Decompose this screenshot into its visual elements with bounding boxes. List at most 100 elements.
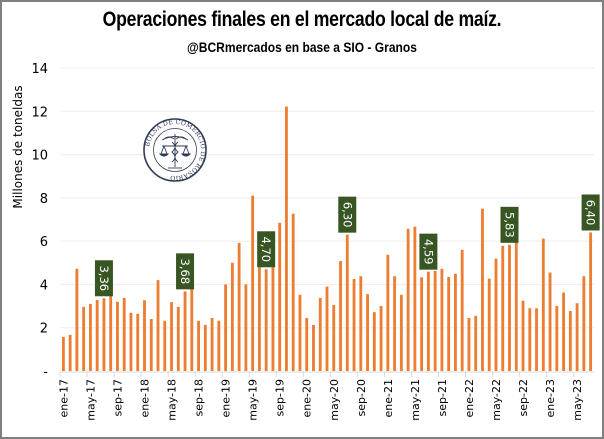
x-tick-label: may-21	[409, 379, 422, 421]
bar	[170, 302, 173, 371]
bar	[460, 249, 464, 371]
y-tick-label: 2	[40, 322, 48, 337]
x-tick-label: ene-18	[138, 379, 151, 417]
data-label-box	[94, 260, 113, 297]
data-label: 4,59	[419, 233, 438, 270]
bar	[420, 277, 424, 371]
data-label-text: 6,30	[340, 202, 354, 228]
x-tick-label: sep-21	[436, 379, 449, 416]
data-label-text: 4,70	[259, 236, 273, 262]
x-tick-label: ene-23	[544, 379, 557, 417]
data-label: 3,68	[176, 253, 195, 290]
bar	[129, 312, 133, 371]
bar	[325, 286, 329, 371]
bar	[467, 317, 471, 371]
x-tick-label: sep-18	[193, 379, 206, 416]
bar	[555, 306, 559, 371]
bar	[393, 276, 397, 371]
x-tick-label: may-18	[166, 379, 179, 421]
y-tick-label: 6	[40, 235, 48, 250]
bar	[521, 300, 525, 371]
bar	[339, 261, 342, 371]
bar	[575, 303, 579, 371]
bar	[116, 301, 119, 371]
data-label-text: 4,59	[421, 239, 435, 265]
data-label-box	[257, 231, 276, 268]
bar	[203, 324, 207, 371]
bar	[136, 313, 140, 371]
bar	[298, 294, 302, 371]
bar	[82, 306, 86, 371]
bar	[61, 337, 65, 371]
x-tick-label: may-17	[84, 379, 97, 421]
y-tick-label: 8	[40, 192, 48, 207]
bar	[197, 320, 200, 371]
bar	[359, 276, 363, 371]
bar	[548, 272, 552, 371]
x-tick-label: ene-19	[220, 379, 233, 417]
bar	[224, 284, 228, 371]
bar	[562, 292, 566, 371]
bar	[244, 284, 248, 371]
bar	[582, 276, 586, 371]
bar	[278, 222, 282, 371]
x-tick-label: sep-17	[111, 379, 124, 416]
x-tick-label: ene-17	[57, 379, 70, 417]
bar	[95, 300, 99, 371]
bar	[440, 268, 444, 371]
bar	[352, 279, 356, 371]
bar	[102, 298, 106, 371]
y-tick-label: 14	[31, 62, 48, 77]
bar	[176, 306, 180, 371]
data-label: 6,30	[338, 196, 357, 233]
y-axis-title: Millones de toneldas	[11, 85, 25, 208]
bar	[433, 270, 437, 371]
bar	[163, 320, 167, 371]
bar	[481, 208, 484, 371]
x-tick-label: ene-22	[463, 379, 476, 417]
bar	[190, 286, 194, 371]
y-tick-label: 10	[31, 149, 48, 164]
data-label-text: 3,68	[178, 259, 192, 285]
data-label-text: 6,40	[584, 200, 598, 226]
bar	[251, 195, 255, 371]
x-tick-label: sep-22	[517, 379, 530, 416]
y-tick-label: -	[43, 365, 48, 380]
bar	[379, 306, 383, 371]
data-label-box	[419, 233, 438, 270]
data-label: 4,70	[257, 231, 276, 268]
bar	[88, 303, 92, 371]
bar	[109, 295, 113, 371]
bar	[285, 106, 288, 371]
data-label-text: 5,83	[503, 212, 517, 238]
x-tick-label: may-19	[247, 379, 260, 421]
data-label: 5,83	[500, 206, 519, 243]
bar	[589, 232, 593, 371]
bar	[237, 242, 241, 371]
data-label-text: 3,36	[97, 265, 111, 291]
bar	[386, 254, 390, 371]
x-tick-label: sep-20	[355, 379, 368, 416]
bar	[413, 226, 417, 371]
data-label-box	[500, 206, 519, 243]
bar	[230, 262, 234, 371]
bar	[122, 297, 126, 371]
bar	[508, 244, 511, 371]
bar	[494, 258, 498, 371]
data-label: 3,36	[94, 260, 113, 297]
bar	[474, 315, 478, 371]
bar	[312, 324, 315, 371]
x-tick-label: ene-21	[382, 379, 395, 417]
x-tick-label: sep-19	[274, 379, 287, 416]
data-label-box	[581, 194, 600, 231]
bar	[541, 238, 545, 371]
bar	[406, 228, 410, 371]
bar	[183, 291, 187, 371]
bar	[257, 267, 261, 371]
bcr-logo-icon: BOLSA DE COMERCIO DE ROSARIO	[143, 118, 207, 182]
bar	[535, 308, 538, 371]
bar	[426, 271, 430, 371]
bar	[454, 273, 457, 371]
bar	[217, 320, 221, 371]
